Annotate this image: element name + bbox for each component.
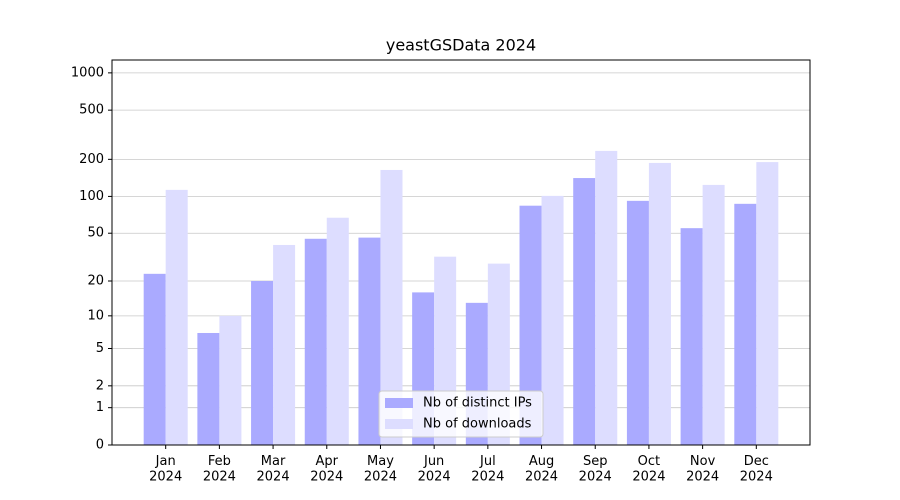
- bar: [197, 332, 220, 445]
- bar: [648, 162, 671, 445]
- legend-label: Nb of downloads: [423, 417, 532, 432]
- bar: [702, 184, 725, 445]
- bar: [519, 205, 542, 445]
- y-tick-label: 0: [96, 438, 104, 453]
- x-tick-label: Mar 2024: [257, 454, 290, 485]
- x-tick-label: Sep 2024: [579, 454, 612, 485]
- x-tick-label: Jul 2024: [471, 454, 504, 485]
- x-tick-label: Dec 2024: [740, 454, 773, 485]
- bar: [165, 189, 188, 445]
- y-tick-label: 500: [79, 103, 104, 118]
- bar: [304, 238, 327, 445]
- bar: [358, 237, 381, 445]
- bar: [219, 315, 242, 445]
- x-tick-label: May 2024: [364, 454, 397, 485]
- y-tick-label: 50: [87, 226, 104, 241]
- x-tick-label: Jan 2024: [149, 454, 182, 485]
- x-tick-label: Apr 2024: [310, 454, 343, 485]
- bar: [273, 244, 296, 445]
- bar: [734, 203, 757, 445]
- bar: [680, 228, 703, 445]
- y-tick-label: 10: [87, 308, 104, 323]
- y-tick-label: 1000: [71, 65, 104, 80]
- y-tick-label: 5: [96, 341, 104, 356]
- y-tick-label: 200: [79, 152, 104, 167]
- bar: [626, 200, 649, 445]
- x-tick-label: Nov 2024: [686, 454, 719, 485]
- y-tick-label: 100: [79, 189, 104, 204]
- bar: [326, 217, 349, 445]
- legend-swatch: [385, 398, 413, 408]
- legend-label: Nb of distinct IPs: [423, 396, 532, 411]
- bar: [595, 150, 618, 445]
- y-tick-label: 2: [96, 378, 104, 393]
- x-tick-label: Oct 2024: [632, 454, 665, 485]
- x-tick-label: Aug 2024: [525, 454, 558, 485]
- legend-swatch: [385, 419, 413, 429]
- bar: [251, 281, 274, 445]
- x-tick-label: Feb 2024: [203, 454, 236, 485]
- legend: Nb of distinct IPs Nb of downloads: [378, 390, 544, 438]
- y-tick-label: 1: [96, 400, 104, 415]
- y-tick-label: 20: [87, 274, 104, 289]
- bar: [756, 162, 779, 446]
- x-tick-label: Jun 2024: [418, 454, 451, 485]
- bar: [573, 178, 596, 446]
- chart-title: yeastGSData 2024: [386, 36, 536, 55]
- bar: [380, 169, 403, 446]
- bar: [143, 273, 166, 445]
- bar: [541, 195, 564, 445]
- plot-frame: [111, 59, 811, 446]
- legend-box: [378, 390, 544, 438]
